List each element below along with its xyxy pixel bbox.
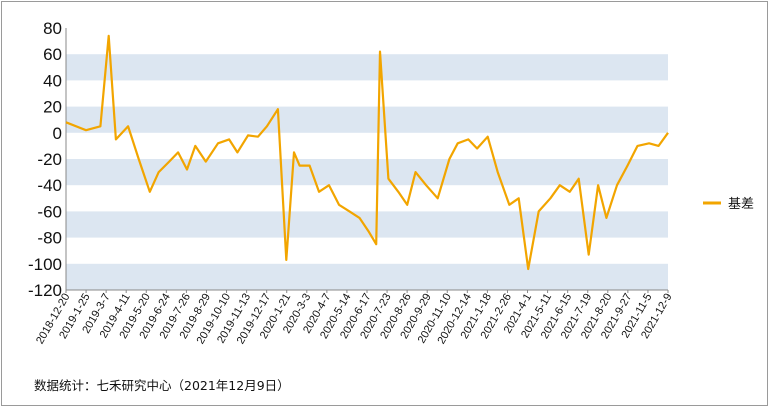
x-axis-ticks: 2018-12-202019-1-252019-3-72019-4-112019… (34, 290, 675, 346)
grid-band (66, 211, 668, 238)
y-tick-label: -80 (37, 229, 62, 248)
y-tick-label: -60 (37, 202, 62, 221)
source-note: 数据统计：七禾研究中心（2021年12月9日） (34, 378, 290, 393)
y-tick-label: -120 (28, 281, 62, 300)
y-tick-label: 20 (43, 98, 62, 117)
grid-band (66, 54, 668, 81)
y-tick-label: 80 (43, 19, 62, 38)
y-tick-label: 40 (43, 71, 62, 90)
legend-label: 基差 (728, 197, 754, 212)
y-axis-ticks: 80 60 40 20 0 -20 -40 -60 -80 -100 -120 (28, 19, 62, 300)
y-tick-label: -40 (37, 176, 62, 195)
y-tick-label: -100 (28, 255, 62, 274)
axes (65, 28, 668, 291)
series-group (65, 34, 669, 271)
grid-band (66, 106, 668, 133)
y-tick-label: -20 (37, 150, 62, 169)
y-tick-label: 60 (43, 45, 62, 64)
y-tick-label: 0 (53, 124, 62, 143)
grid-band (66, 263, 668, 290)
legend: 基差 (703, 197, 754, 212)
series-line (65, 34, 669, 271)
grid-bands (66, 54, 668, 290)
